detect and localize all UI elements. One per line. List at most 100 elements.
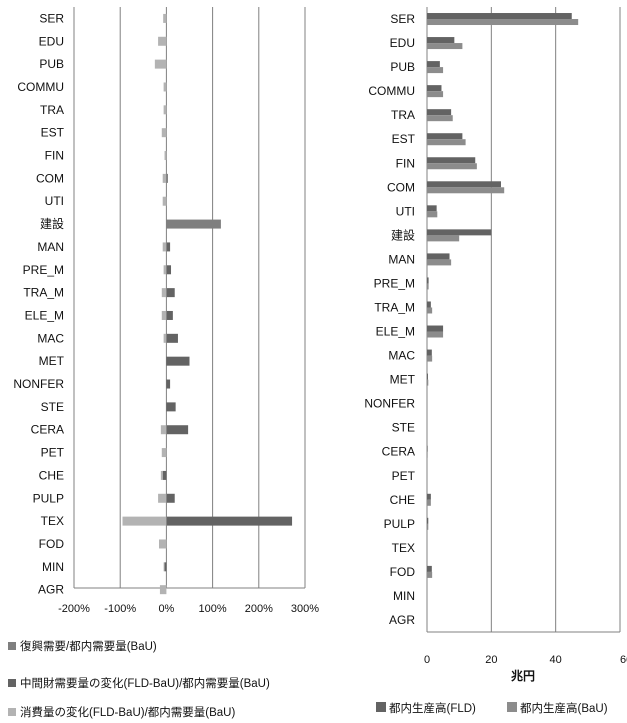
right-bar-1 [427,85,442,92]
right-bar-2 [427,91,444,98]
left-category-label: TRA_M [23,286,64,300]
left-bar-2 [166,333,178,343]
right-bar-1 [427,349,432,356]
left-x-tick-label: -200% [58,603,90,615]
right-bar-1 [427,445,428,452]
left-bar-3 [162,242,167,252]
left-category-label: FOD [39,537,65,551]
left-bar-2 [166,379,171,389]
left-bar-2 [162,470,167,480]
right-category-label: MET [390,373,416,387]
left-bar-2 [166,356,190,366]
left-category-label: AGR [38,583,64,597]
right-bar-1 [427,517,429,524]
left-bar-2 [166,288,175,298]
right-category-label: ELE_M [376,325,415,339]
left-x-tick-label: 200% [245,603,273,615]
right-legend-label: 都内生産高(BaU) [520,701,608,715]
right-bar-1 [427,205,437,212]
left-category-label: NONFER [13,377,64,391]
left-bar-3 [163,13,167,23]
left-category-label: PRE_M [23,263,64,277]
right-category-label: PUB [390,60,415,74]
right-bar-2 [427,43,463,50]
left-bar-1 [166,219,221,229]
left-category-label: PET [41,446,65,460]
left-category-label: CERA [31,423,64,437]
left-bar-2 [166,516,293,526]
right-category-label: TRA [391,108,415,122]
left-bar-3 [159,539,167,549]
right-bar-1 [427,133,463,140]
right-x-tick-label: 60 [620,654,627,666]
right-chart: 0 20 40 60 兆円 SER EDU PUB COMMU TRA EST FIN COM UTI 建設… [364,7,627,715]
right-category-label: EST [392,132,416,146]
left-bar-3 [160,425,167,435]
left-category-label: PUB [39,57,64,71]
left-bar-3 [163,105,167,115]
right-category-label: MAC [388,349,415,363]
left-bar-3 [163,562,165,572]
left-bar-2 [166,173,168,183]
left-bar-3 [158,36,167,46]
right-category-label: AGR [389,613,415,627]
left-bar-3 [122,516,167,526]
right-bar-2 [427,571,433,578]
right-bar-1 [427,373,428,380]
right-bar-1 [427,325,444,332]
left-bar-2 [166,493,175,503]
right-category-label: 建設 [391,227,415,242]
left-bar-3 [164,151,167,161]
right-bar-2 [427,19,579,26]
right-category-label: PRE_M [374,276,415,290]
left-bar-3 [163,265,167,275]
left-legend-swatch [8,679,16,687]
left-x-tick-label: 300% [291,603,319,615]
right-category-label: CHE [390,493,415,507]
left-category-label: UTI [45,194,64,208]
left-category-label: SER [39,11,64,25]
right-bar-2 [427,331,444,338]
left-legend-label: 消費量の変化(FLD-BaU)/都内需要量(BaU) [20,705,235,719]
left-legend-swatch [8,642,16,650]
left-category-label: COMMU [17,80,64,94]
left-bar-2 [166,310,173,320]
right-category-label: COMMU [368,84,415,98]
left-bar-2 [166,265,172,275]
left-bar-3 [154,59,167,69]
left-category-label: TEX [41,514,64,528]
left-legend-swatch [8,708,16,716]
right-legend-swatch [376,702,386,712]
left-category-label: FIN [45,149,64,163]
left-legend-label: 中間財需要量の変化(FLD-BaU)/都内需要量(BaU) [20,676,270,690]
left-category-label: MAN [37,240,64,254]
left-bar-3 [158,493,167,503]
right-category-label: PULP [384,517,415,531]
right-category-label: MAN [388,252,415,266]
right-bar-1 [427,301,431,308]
left-bar-2 [166,402,176,412]
left-category-label: MAC [37,331,64,345]
left-category-label: STE [41,400,64,414]
left-bar-3 [163,333,167,343]
right-bar-2 [427,451,428,458]
right-category-label: CERA [382,445,415,459]
left-bar-3 [161,310,167,320]
right-x-tick-label: 20 [485,654,497,666]
right-bar-1 [427,565,432,572]
right-bar-2 [427,67,444,74]
left-bar-3 [162,173,167,183]
left-chart: -200% -100% 0% 100% 200% 300% SER EDU PUB COMMU TR… [8,7,319,719]
right-bar-2 [427,259,452,266]
left-bar-3 [161,288,167,298]
right-legend-label: 都内生産高(FLD) [389,701,476,715]
right-category-label: EDU [390,36,415,50]
right-bar-1 [427,13,572,20]
left-x-tick-label: 100% [199,603,227,615]
left-x-tick-label: -100% [104,603,136,615]
right-bar-2 [427,283,429,290]
left-bar-2 [164,562,167,572]
right-legend-swatch [507,702,517,712]
right-category-label: MIN [393,589,415,603]
